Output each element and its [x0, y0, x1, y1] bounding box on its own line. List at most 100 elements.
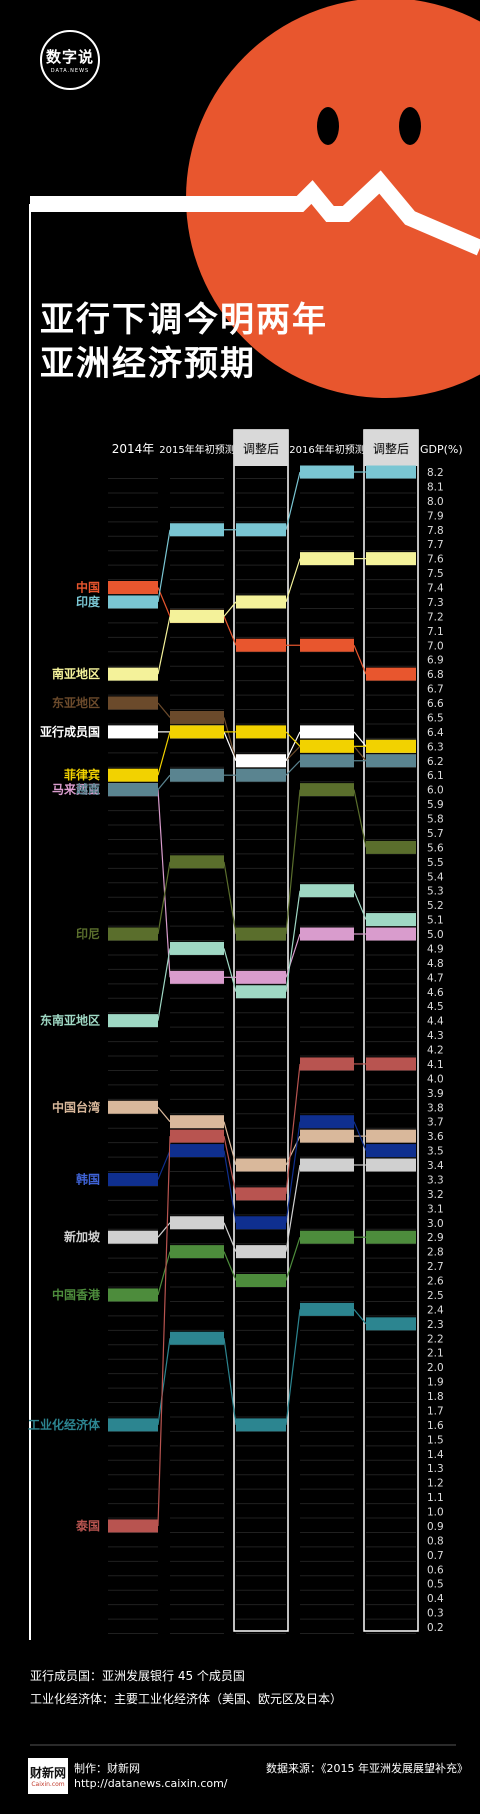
y-tick-label: 1.3: [427, 1463, 444, 1475]
series-bar: [108, 1418, 158, 1432]
series-bar: [300, 927, 354, 941]
series-bar: [170, 710, 224, 724]
series-connector: [285, 1309, 301, 1425]
credit-url[interactable]: http://datanews.caixin.com/: [74, 1777, 228, 1790]
series-connector: [157, 861, 171, 935]
series-connector: [223, 717, 237, 761]
series-bar: [170, 1331, 224, 1345]
series-bar: [236, 1187, 286, 1201]
series-label: 马来西亚: [52, 782, 100, 797]
y-tick-label: 1.8: [427, 1391, 444, 1403]
y-tick-label: 6.1: [427, 770, 444, 782]
y-tick-label: 1.5: [427, 1434, 444, 1446]
series-label: 中国台湾: [52, 1099, 100, 1114]
series-connector: [353, 745, 367, 762]
series-connector: [353, 789, 367, 848]
y-tick-label: 6.9: [427, 655, 444, 667]
series-bar: [170, 1129, 224, 1143]
series-bar: [366, 1317, 416, 1331]
y-tick-label: 8.0: [427, 496, 444, 508]
y-tick-label: 0.3: [427, 1608, 444, 1620]
series-bar: [108, 725, 158, 739]
face-eye-left: [317, 107, 339, 145]
series-bar: [170, 725, 224, 739]
caixin-logo-subtext: Caixin.com: [31, 1781, 65, 1788]
y-tick-label: 2.8: [427, 1247, 444, 1259]
series-label: 中国: [76, 580, 100, 595]
y-tick-label: 4.1: [427, 1059, 444, 1071]
series-label: 亚行成员国: [40, 724, 100, 739]
y-tick-label: 2.0: [427, 1362, 444, 1374]
series-label: 南亚地区: [52, 666, 100, 681]
y-tick-label: 7.1: [427, 626, 444, 638]
y-tick-label: 3.9: [427, 1088, 444, 1100]
column-header: 2014年: [112, 442, 155, 456]
credit-made-by: 制作：财新网: [74, 1762, 140, 1775]
series-bar: [170, 1115, 224, 1129]
y-tick-label: 7.9: [427, 510, 444, 522]
series-connector: [157, 1222, 171, 1238]
series-bar: [108, 696, 158, 710]
y-axis-label: GDP(%): [420, 443, 463, 456]
series-bar: [108, 581, 158, 594]
y-tick-label: 2.4: [427, 1304, 444, 1316]
series-bar: [300, 638, 354, 652]
series-connector: [353, 890, 367, 920]
series-connector: [157, 616, 171, 675]
series-connector: [157, 529, 171, 603]
series-connector: [223, 731, 237, 761]
series-connector: [157, 948, 171, 1021]
series-bar: [366, 667, 416, 681]
y-tick-label: 3.5: [427, 1146, 444, 1158]
y-tick-label: 4.8: [427, 958, 444, 970]
series-bar: [170, 1245, 224, 1259]
series-bar: [300, 1129, 354, 1143]
series-bar: [108, 1014, 158, 1028]
series-label: 越南: [75, 782, 100, 797]
y-tick-label: 6.4: [427, 727, 444, 739]
column-header: 2015年年初预测: [159, 443, 234, 456]
y-tick-label: 7.5: [427, 568, 444, 580]
y-tick-label: 4.3: [427, 1030, 444, 1042]
y-tick-label: 3.2: [427, 1189, 444, 1201]
series-connector: [285, 789, 301, 935]
y-tick-label: 6.7: [427, 684, 444, 696]
y-tick-label: 1.9: [427, 1377, 444, 1389]
series-bar: [108, 1230, 158, 1244]
series-bar: [170, 855, 224, 869]
series-connector: [157, 1150, 171, 1180]
y-tick-label: 6.3: [427, 741, 444, 753]
y-tick-label: 0.8: [427, 1535, 444, 1547]
series-label: 工业化经济体: [28, 1417, 101, 1432]
series-connector: [223, 948, 237, 992]
y-tick-label: 8.2: [427, 467, 444, 479]
y-tick-label: 2.9: [427, 1232, 444, 1244]
series-label: 中国香港: [52, 1287, 101, 1302]
series-label: 东亚地区: [52, 695, 100, 710]
y-tick-label: 5.0: [427, 929, 444, 941]
series-bar: [366, 739, 416, 753]
chart-title-line1: 亚行下调今明两年: [40, 300, 328, 340]
y-tick-label: 4.7: [427, 972, 444, 984]
series-label: 印尼: [76, 927, 100, 941]
y-tick-label: 0.7: [427, 1550, 444, 1562]
credit-source: 数据来源：《2015 年亚洲发展展望补充》: [266, 1762, 468, 1775]
y-tick-label: 6.6: [427, 698, 444, 710]
y-tick-label: 7.0: [427, 640, 444, 652]
series-label: 东南亚地区: [40, 1013, 100, 1028]
series-bar: [236, 595, 286, 609]
adjusted-column-frame: [363, 429, 419, 1632]
series-label: 新加坡: [64, 1229, 101, 1244]
series-bar: [236, 1216, 286, 1230]
y-tick-label: 2.7: [427, 1261, 444, 1273]
y-tick-label: 1.7: [427, 1405, 444, 1417]
column-header-bg: [234, 430, 288, 466]
y-tick-label: 0.6: [427, 1564, 444, 1576]
series-bar: [170, 941, 224, 955]
series-connector: [353, 645, 367, 675]
adjusted-column-frame: [233, 429, 289, 1632]
series-bar: [300, 754, 354, 768]
y-tick-label: 2.1: [427, 1348, 444, 1360]
face-eye-right: [399, 107, 421, 145]
